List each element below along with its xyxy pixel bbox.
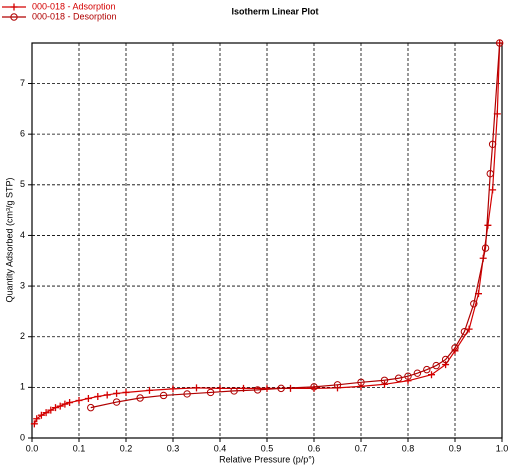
data-point xyxy=(481,244,490,252)
x-tick-label: 0.1 xyxy=(73,443,86,453)
data-point xyxy=(56,402,64,410)
x-tick-label: 0.8 xyxy=(402,443,415,453)
data-point xyxy=(66,399,74,407)
y-tick-label: 3 xyxy=(20,280,25,290)
data-point xyxy=(357,382,365,390)
plot-frame xyxy=(31,42,503,439)
legend-marker xyxy=(10,3,18,11)
data-point xyxy=(146,386,153,394)
data-point xyxy=(112,398,121,406)
data-point xyxy=(470,300,478,308)
y-tick-label: 4 xyxy=(20,230,25,240)
data-point xyxy=(310,384,318,392)
data-point xyxy=(380,376,389,384)
data-point xyxy=(33,415,41,423)
data-point xyxy=(87,403,95,412)
data-point xyxy=(423,365,431,374)
data-point xyxy=(84,395,92,402)
data-point xyxy=(94,392,102,400)
data-point xyxy=(484,221,492,229)
y-axis-label: Quantity Adsorbed (cm³/g STP) xyxy=(4,177,14,302)
data-point xyxy=(357,378,365,386)
data-point xyxy=(37,411,45,419)
x-axis-label: Relative Pressure (p/p°) xyxy=(219,454,315,464)
x-tick-label: 0.5 xyxy=(261,443,274,453)
legend-marker xyxy=(10,13,18,21)
data-point xyxy=(113,389,121,397)
data-point xyxy=(381,380,388,388)
data-point xyxy=(441,355,450,364)
legend-label: 000-018 - Adsorption xyxy=(32,1,116,11)
x-tick-label: 0.3 xyxy=(167,443,180,453)
y-tick-label: 2 xyxy=(20,331,25,341)
data-point xyxy=(216,384,224,392)
x-tick-label: 0.6 xyxy=(308,443,321,453)
data-point xyxy=(489,186,497,194)
data-point xyxy=(488,140,497,148)
data-point xyxy=(136,394,144,402)
data-point xyxy=(230,387,238,395)
y-tick-label: 1 xyxy=(20,382,25,392)
data-point xyxy=(432,361,440,370)
data-point xyxy=(486,169,494,178)
data-point xyxy=(47,406,55,414)
data-point xyxy=(42,409,50,417)
series-line xyxy=(90,42,501,409)
data-point xyxy=(333,381,342,389)
data-point xyxy=(277,384,285,393)
data-point xyxy=(52,404,59,412)
data-point xyxy=(103,391,111,399)
data-point xyxy=(193,384,200,392)
data-point xyxy=(206,388,215,397)
data-point xyxy=(263,384,271,392)
data-point xyxy=(183,390,191,398)
data-point xyxy=(122,388,130,396)
chart-title: Isotherm Linear Plot xyxy=(231,6,318,16)
data-point xyxy=(428,371,435,379)
data-point xyxy=(495,39,504,47)
data-point xyxy=(451,344,459,352)
y-tick-label: 6 xyxy=(20,129,25,139)
data-point xyxy=(460,327,469,336)
data-point xyxy=(169,385,177,393)
data-point xyxy=(394,374,403,382)
y-tick-label: 0 xyxy=(20,432,25,442)
x-tick-label: 0.2 xyxy=(120,443,133,453)
x-tick-label: 0.4 xyxy=(214,443,227,453)
data-point xyxy=(30,420,38,428)
y-tick-label: 5 xyxy=(20,179,25,189)
data-point xyxy=(404,377,412,385)
legend-label: 000-018 - Desorption xyxy=(32,11,117,21)
data-point xyxy=(253,386,262,394)
y-tick-label: 7 xyxy=(20,78,25,88)
data-point xyxy=(159,391,168,400)
data-point xyxy=(404,372,412,380)
data-point xyxy=(413,369,422,377)
x-tick-label: 0.9 xyxy=(449,443,462,453)
data-point xyxy=(310,383,318,391)
data-point xyxy=(75,397,83,405)
x-tick-label: 1.0 xyxy=(496,443,509,453)
x-tick-label: 0.0 xyxy=(26,443,39,453)
x-tick-label: 0.7 xyxy=(355,443,368,453)
data-point xyxy=(61,400,69,408)
